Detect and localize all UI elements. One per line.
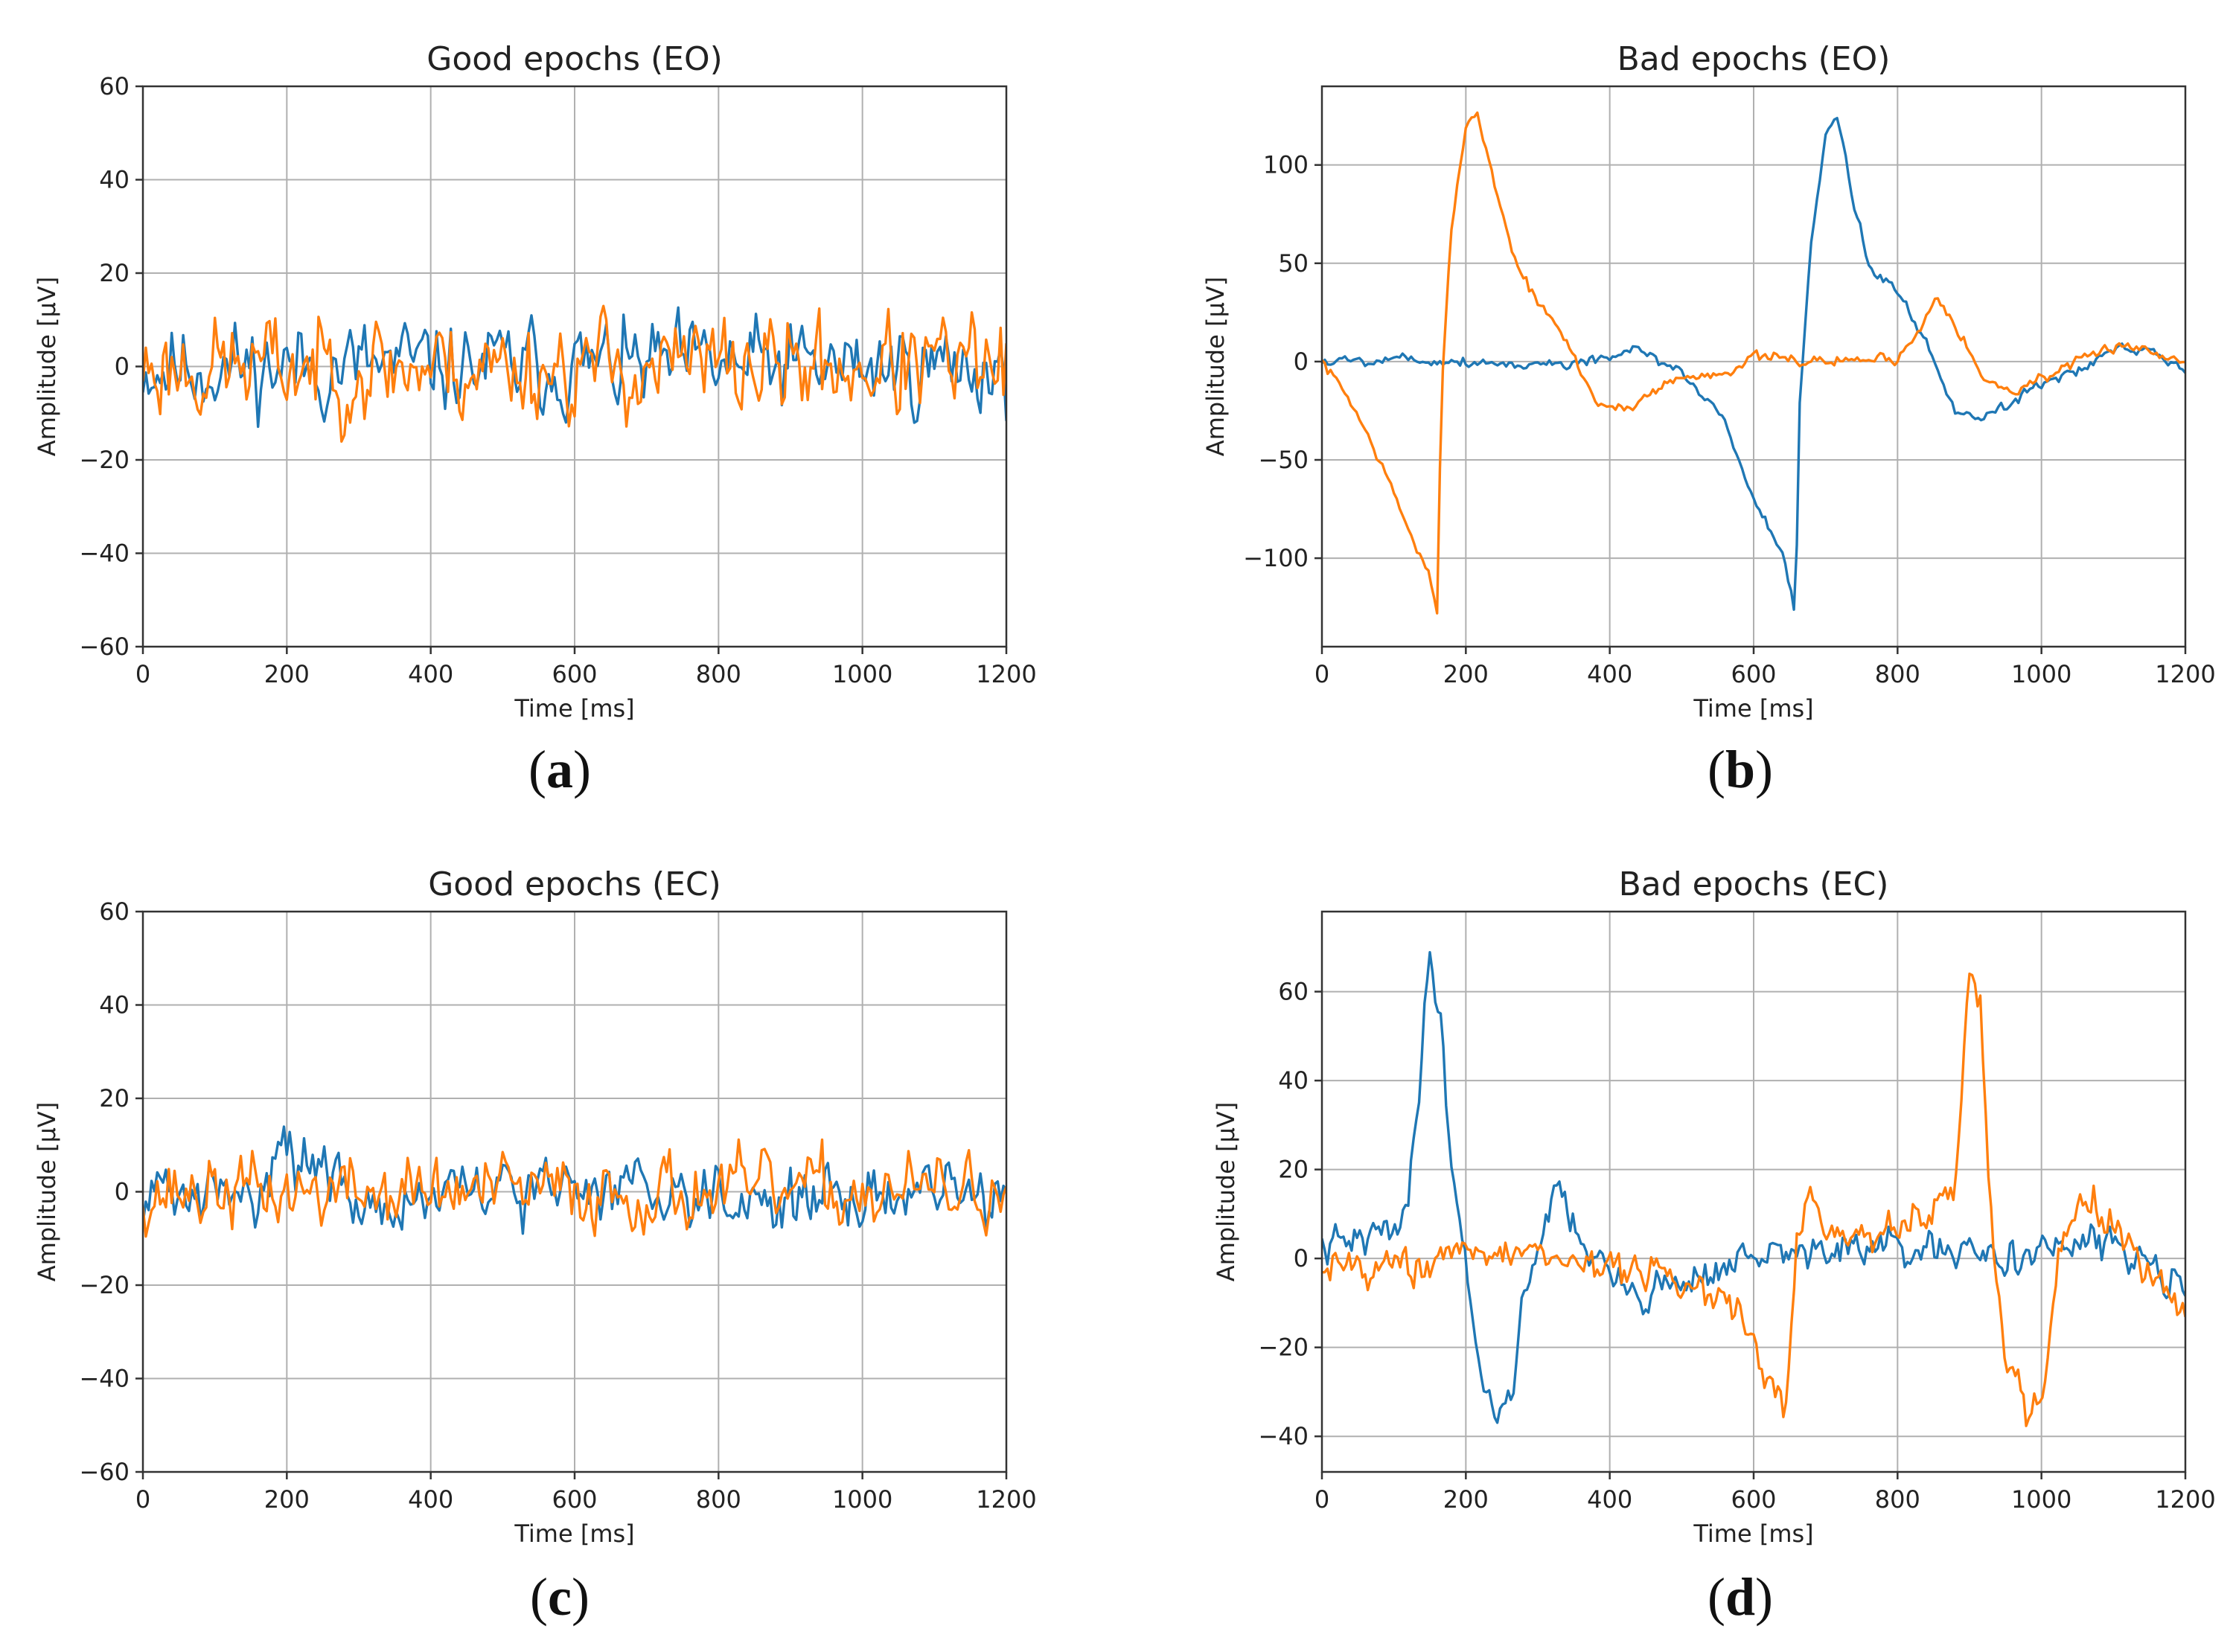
series-line-blue bbox=[1322, 117, 2185, 611]
y-tick-label: −20 bbox=[79, 1271, 130, 1299]
series-line-blue bbox=[143, 1125, 1006, 1235]
panel-label: (d) bbox=[1708, 1567, 1773, 1627]
x-tick-label: 800 bbox=[696, 1485, 741, 1514]
y-tick-label: 50 bbox=[1278, 249, 1309, 278]
x-tick-label: 0 bbox=[135, 1485, 150, 1514]
y-tick-label: 60 bbox=[1278, 978, 1309, 1006]
y-tick-label: −100 bbox=[1243, 544, 1309, 572]
y-tick-label: −20 bbox=[1258, 1334, 1309, 1362]
y-tick-label: 0 bbox=[115, 353, 130, 381]
x-tick-label: 0 bbox=[1314, 1485, 1329, 1514]
panel-label: (b) bbox=[1708, 740, 1773, 799]
x-tick-label: 600 bbox=[1731, 1485, 1776, 1514]
y-axis-label: Amplitude [µV] bbox=[1201, 277, 1230, 456]
x-tick-label: 0 bbox=[135, 660, 150, 688]
x-tick-label: 200 bbox=[1443, 660, 1489, 688]
y-tick-label: −50 bbox=[1258, 446, 1309, 474]
chart-title: Good epochs (EO) bbox=[427, 40, 723, 78]
x-tick-label: 200 bbox=[264, 1485, 310, 1514]
x-axis-label: Time [ms] bbox=[514, 1520, 634, 1548]
panel-a-chart: 0 200 400 600 800 1000 1200 −60 −40 −20 0 20 40 60 Goo… bbox=[33, 40, 1037, 799]
y-tick-label: 100 bbox=[1263, 151, 1309, 179]
panel-label: (a) bbox=[528, 740, 591, 799]
y-tick-label: −40 bbox=[79, 540, 130, 568]
y-tick-label: −40 bbox=[79, 1365, 130, 1393]
x-tick-label: 1200 bbox=[2155, 660, 2215, 688]
y-tick-label: −40 bbox=[1258, 1422, 1309, 1450]
x-tick-label: 200 bbox=[1443, 1485, 1489, 1514]
x-tick-label: 0 bbox=[1314, 660, 1329, 688]
x-tick-label: 1000 bbox=[832, 1485, 892, 1514]
x-tick-label: 1000 bbox=[2011, 660, 2071, 688]
x-tick-label: 400 bbox=[1587, 660, 1632, 688]
y-axis-label: Amplitude [µV] bbox=[33, 277, 61, 456]
y-tick-label: 40 bbox=[99, 166, 130, 194]
panel-c-chart: 0 200 400 600 800 1000 1200 −60 −40 −20 0 20 40 60 Goo… bbox=[33, 865, 1037, 1627]
chart-title: Bad epochs (EO) bbox=[1617, 40, 1891, 78]
y-tick-label: 60 bbox=[99, 72, 130, 100]
y-tick-label: 0 bbox=[1294, 348, 1309, 376]
x-tick-label: 800 bbox=[1875, 660, 1920, 688]
x-tick-label: 600 bbox=[552, 660, 597, 688]
series-line-orange bbox=[1322, 972, 2185, 1427]
x-tick-label: 800 bbox=[696, 660, 741, 688]
y-tick-label: 20 bbox=[99, 1084, 130, 1112]
x-tick-label: 400 bbox=[408, 1485, 453, 1514]
y-tick-label: 40 bbox=[99, 991, 130, 1019]
series-line-orange bbox=[143, 304, 1006, 443]
x-tick-label: 1200 bbox=[2155, 1485, 2215, 1514]
x-tick-label: 400 bbox=[408, 660, 453, 688]
y-tick-label: 60 bbox=[99, 897, 130, 926]
x-tick-label: 800 bbox=[1875, 1485, 1920, 1514]
x-tick-label: 600 bbox=[552, 1485, 597, 1514]
panel-d-chart: 0 200 400 600 800 1000 1200 −40 −20 0 20 40 60 Bad ep… bbox=[1212, 865, 2216, 1627]
x-axis-label: Time [ms] bbox=[1693, 694, 1813, 723]
x-tick-label: 600 bbox=[1731, 660, 1776, 688]
y-tick-label: 0 bbox=[1294, 1244, 1309, 1272]
chart-title: Bad epochs (EC) bbox=[1619, 865, 1889, 903]
y-tick-label: 40 bbox=[1278, 1066, 1309, 1095]
y-axis-label: Amplitude [µV] bbox=[33, 1102, 61, 1281]
y-tick-label: −60 bbox=[79, 633, 130, 661]
series-line-blue bbox=[1322, 951, 2185, 1424]
chart-title: Good epochs (EC) bbox=[428, 865, 721, 903]
y-axis-label: Amplitude [µV] bbox=[1212, 1102, 1240, 1281]
y-tick-label: 20 bbox=[1278, 1156, 1309, 1184]
x-tick-label: 1200 bbox=[976, 660, 1036, 688]
y-tick-label: 0 bbox=[115, 1178, 130, 1206]
y-tick-label: −20 bbox=[79, 446, 130, 474]
x-tick-label: 1000 bbox=[2011, 1485, 2071, 1514]
x-tick-label: 400 bbox=[1587, 1485, 1632, 1514]
panel-b-chart: 0 200 400 600 800 1000 1200 −100 −50 0 50 100 Bad ep… bbox=[1201, 40, 2216, 799]
y-tick-label: −60 bbox=[79, 1458, 130, 1486]
x-tick-label: 1200 bbox=[976, 1485, 1036, 1514]
series-line-orange bbox=[143, 1138, 1006, 1238]
x-axis-label: Time [ms] bbox=[514, 694, 634, 723]
panel-label: (c) bbox=[530, 1567, 590, 1627]
x-tick-label: 1000 bbox=[832, 660, 892, 688]
x-axis-label: Time [ms] bbox=[1693, 1520, 1813, 1548]
series-line-orange bbox=[1322, 111, 2185, 615]
x-tick-label: 200 bbox=[264, 660, 310, 688]
y-tick-label: 20 bbox=[99, 259, 130, 287]
